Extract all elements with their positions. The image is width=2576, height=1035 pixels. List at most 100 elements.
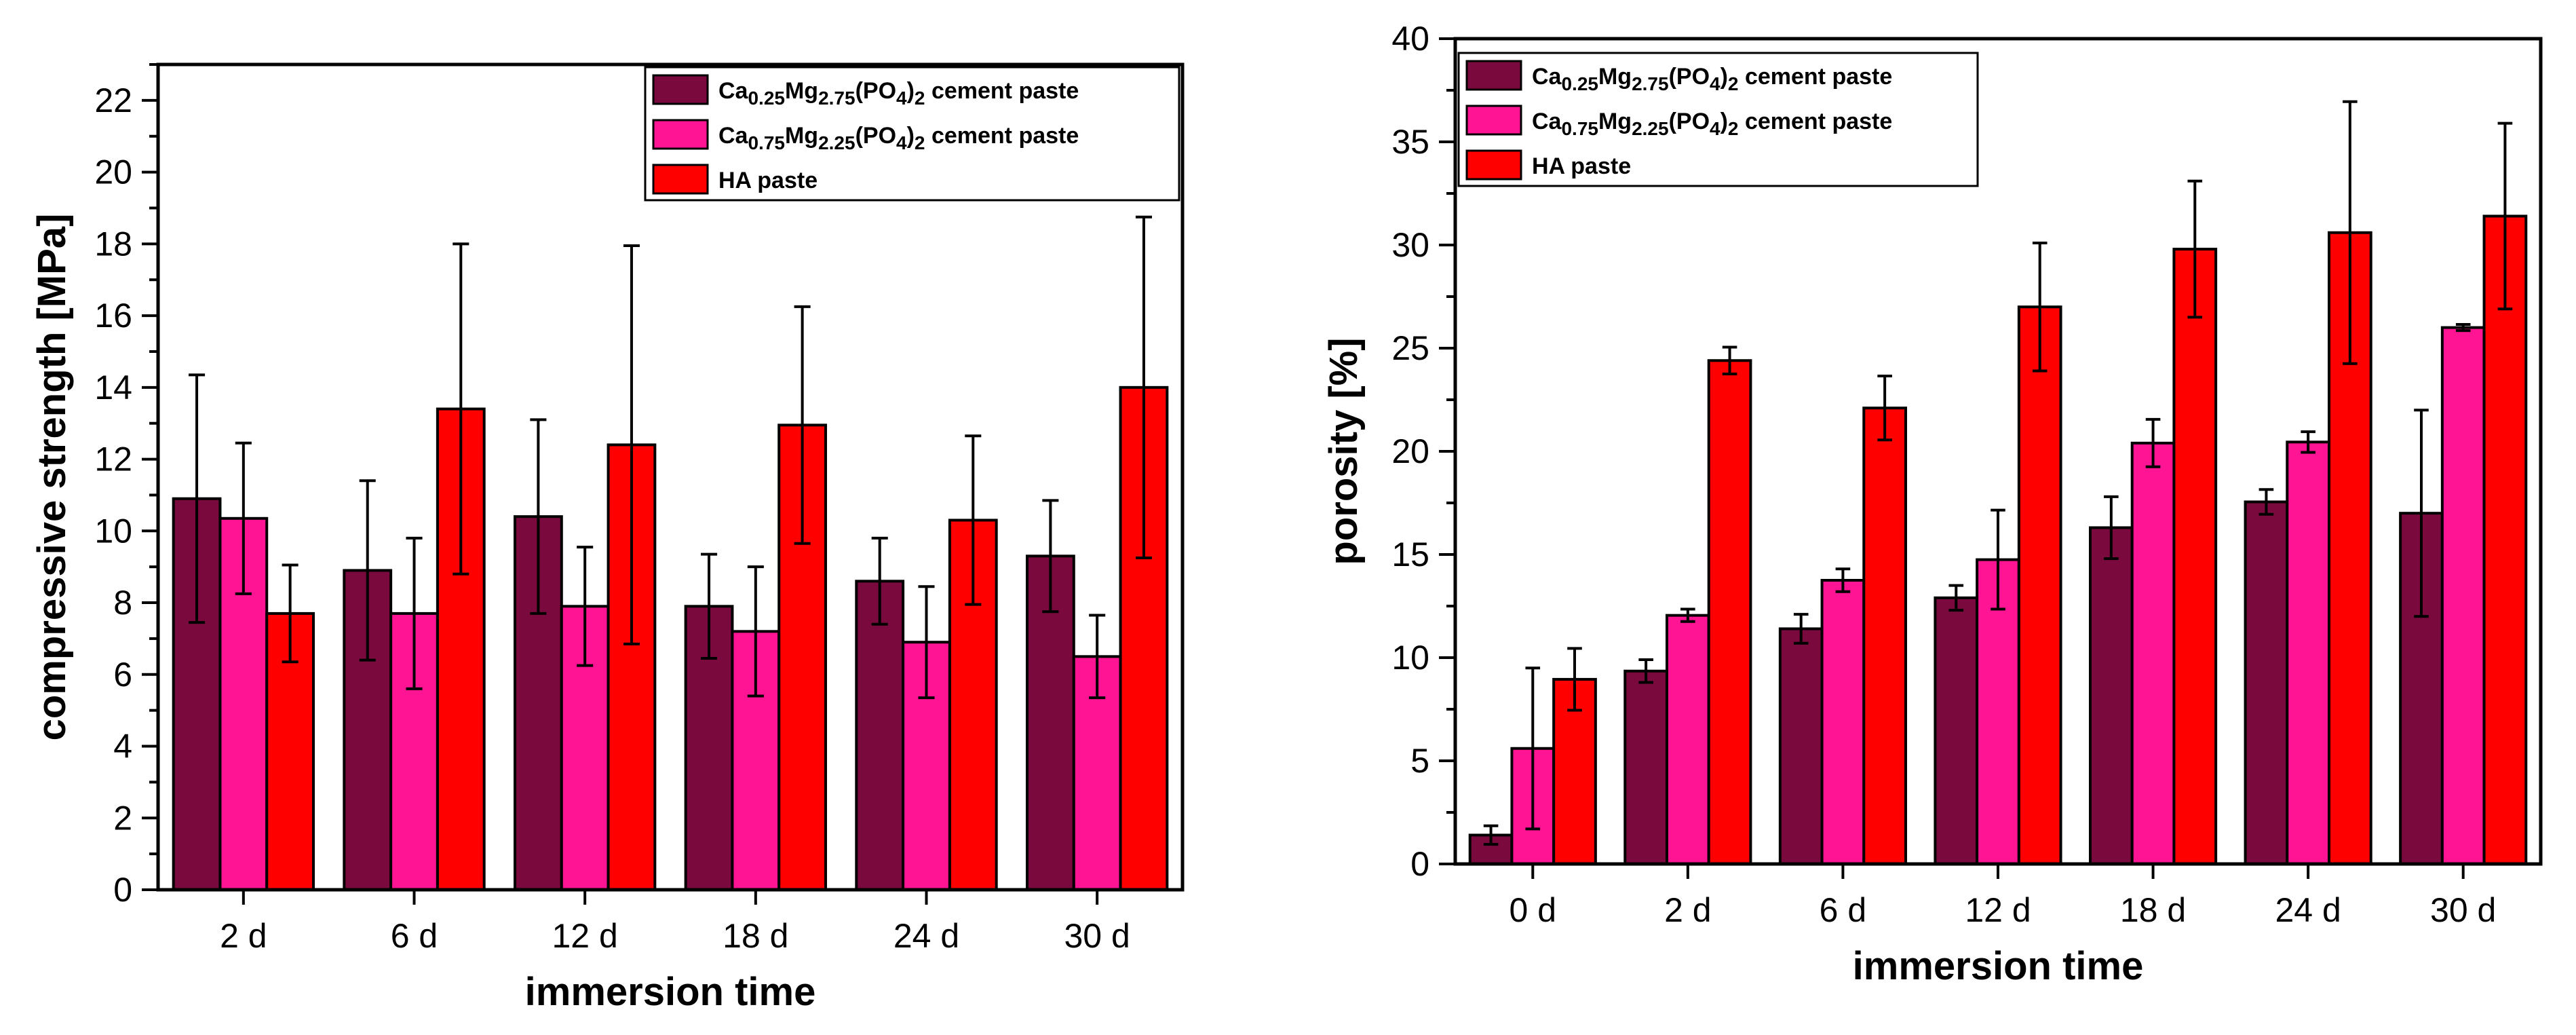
x-tick-label: 18 d <box>723 917 788 955</box>
legend: Ca0.25Mg2.75(PO4)2 cement paste Ca0.75Mg2… <box>1457 52 1979 187</box>
compressive-strength-chart: 0 2 4 6 8 10 12 14 16 18 20 22 2 d 6 d 12 d 18 d 24 d 30 … <box>30 62 1185 1014</box>
error-bar-6d-series-2 <box>406 536 423 690</box>
error-bar-30d-series-3 <box>2497 121 2513 311</box>
y-tick-label: 16 <box>94 297 132 335</box>
legend-label-series-1: Ca0.25Mg2.75(PO4)2 cement paste <box>718 78 1079 109</box>
y-tick-label: 10 <box>94 512 132 550</box>
error-bar-0d-series-3 <box>1567 647 1582 712</box>
x-axis: 2 d 6 d 12 d 18 d 24 d 30 d <box>220 890 1130 955</box>
legend-box <box>644 66 1180 202</box>
legend-swatch-series-3 <box>652 164 709 195</box>
error-bar-24d-series-1 <box>2258 488 2274 516</box>
error-bar-6d-series-1 <box>1793 613 1809 645</box>
y-tick-label: 4 <box>113 728 132 766</box>
error-bar-30d-series-1 <box>2414 409 2429 618</box>
y-tick-label: 2 <box>113 799 132 837</box>
y-tick-label: 10 <box>1391 639 1429 677</box>
y-tick-label: 35 <box>1391 123 1429 161</box>
bar-24d-series-1 <box>2244 500 2289 865</box>
legend-label-series-1: Ca0.25Mg2.75(PO4)2 cement paste <box>1532 64 1892 94</box>
legend-swatch-series-3 <box>1465 149 1522 181</box>
x-tick-label: 0 d <box>1510 891 1557 929</box>
y-tick-label: 14 <box>94 369 132 407</box>
y-tick-label: 12 <box>94 440 132 478</box>
y-tick-label: 25 <box>1391 329 1429 367</box>
error-bar-30d-series-1 <box>1042 499 1059 614</box>
bar-12d-series-3 <box>2017 305 2062 865</box>
x-axis: 0 d 2 d 6 d 12 d 18 d 24 d 30 d <box>1510 864 2496 929</box>
y-tick-label: 0 <box>1410 845 1429 883</box>
error-bar-12d-series-3 <box>623 244 640 645</box>
legend-swatch-series-1 <box>652 74 709 105</box>
bar-18d-series-2 <box>2130 441 2176 865</box>
y-tick-label: 18 <box>94 225 132 263</box>
y-axis: 0 5 10 15 20 25 30 35 40 <box>1391 20 1455 883</box>
error-bar-24d-series-2 <box>918 585 935 700</box>
error-bar-2d-series-1 <box>1638 658 1653 684</box>
y-tick-label: 0 <box>113 871 132 909</box>
error-bar-2d-series-2 <box>1680 607 1695 623</box>
x-axis-title: immersion time <box>525 970 816 1014</box>
bar-2d-series-3 <box>1707 359 1752 865</box>
bar-24d-series-1 <box>855 580 905 891</box>
x-tick-label: 18 d <box>2120 891 2186 929</box>
bar-24d-series-2 <box>2286 440 2330 865</box>
bar-18d-series-3 <box>2172 248 2218 865</box>
legend: Ca0.25Mg2.75(PO4)2 cement paste Ca0.75Mg2… <box>644 66 1180 202</box>
error-bar-18d-series-1 <box>701 552 718 660</box>
bar-6d-series-1 <box>1778 627 1824 865</box>
plot-frame <box>156 62 1185 892</box>
y-axis: 0 2 4 6 8 10 12 14 16 18 20 22 <box>94 63 158 909</box>
error-bar-12d-series-1 <box>530 418 547 615</box>
error-bar-2d-series-3 <box>1722 345 1737 375</box>
error-bar-24d-series-3 <box>965 434 982 606</box>
bar-6d-series-2 <box>1820 579 1866 865</box>
x-tick-label: 2 d <box>1664 891 1712 929</box>
error-bar-2d-series-1 <box>189 373 206 624</box>
error-bar-30d-series-3 <box>1135 215 1152 559</box>
bar-2d-series-1 <box>1623 669 1668 865</box>
error-bar-18d-series-3 <box>794 305 811 545</box>
legend-swatch-series-2 <box>652 119 709 150</box>
bar-30d-series-3 <box>2482 214 2528 865</box>
error-bar-24d-series-2 <box>2301 430 2315 454</box>
error-bar-6d-series-3 <box>1877 375 1892 442</box>
error-bar-6d-series-3 <box>453 242 469 576</box>
x-tick-label: 30 d <box>1064 917 1130 955</box>
error-bar-30d-series-2 <box>1089 614 1106 700</box>
x-axis-title: immersion time <box>1853 944 2144 988</box>
y-tick-label: 22 <box>94 81 132 119</box>
error-bar-12d-series-2 <box>1991 508 2005 611</box>
x-tick-label: 24 d <box>2275 891 2341 929</box>
x-tick-label: 24 d <box>893 917 959 955</box>
error-bar-12d-series-3 <box>2032 241 2048 373</box>
legend-label-series-3: HA paste <box>1532 153 1631 179</box>
error-bar-6d-series-1 <box>359 479 376 662</box>
legend-swatch-series-1 <box>1465 60 1522 91</box>
y-tick-label: 6 <box>113 656 132 694</box>
error-bar-2d-series-3 <box>282 563 299 664</box>
y-axis-title: compressive strength [MPa] <box>30 214 74 741</box>
x-tick-label: 6 d <box>391 917 438 955</box>
x-tick-label: 12 d <box>552 917 618 955</box>
error-bar-6d-series-2 <box>1835 567 1851 593</box>
error-bar-2d-series-2 <box>235 441 252 595</box>
legend-box <box>1457 52 1979 187</box>
error-bar-30d-series-2 <box>2455 323 2471 333</box>
bar-18d-series-1 <box>2089 526 2134 865</box>
legend-label-series-2: Ca0.75Mg2.25(PO4)2 cement paste <box>1532 109 1892 139</box>
legend-label-series-3: HA paste <box>718 168 818 193</box>
error-bar-0d-series-1 <box>1483 824 1499 846</box>
y-tick-label: 5 <box>1410 742 1429 780</box>
y-tick-label: 40 <box>1391 20 1429 58</box>
error-bar-24d-series-1 <box>871 536 888 626</box>
x-tick-label: 6 d <box>1820 891 1867 929</box>
y-axis-title: porosity [%] <box>1322 337 1366 565</box>
error-bar-12d-series-1 <box>1948 584 1964 612</box>
legend-swatch-series-2 <box>1465 105 1522 136</box>
error-bar-18d-series-3 <box>2187 179 2203 319</box>
error-bar-0d-series-2 <box>1525 666 1541 831</box>
error-bar-18d-series-2 <box>747 565 764 698</box>
error-bar-18d-series-2 <box>2145 417 2161 468</box>
